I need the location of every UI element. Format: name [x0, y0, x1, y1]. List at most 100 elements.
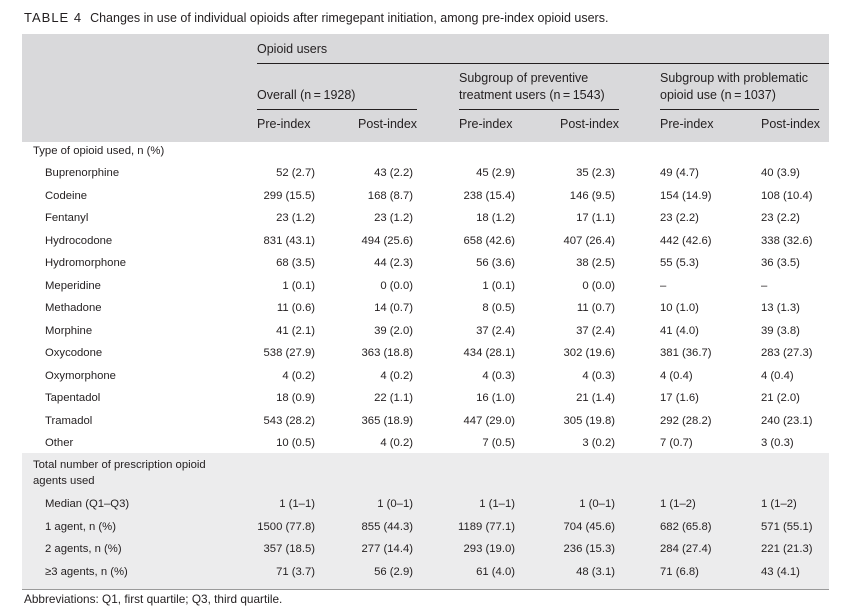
col-header: Post-index — [761, 117, 821, 131]
table-cell: 39 (2.0) — [374, 324, 413, 337]
table-cell: 4 (0.3) — [582, 369, 615, 382]
table-cell: 3 (0.2) — [582, 437, 615, 449]
row-label: 1 agent, n (%) — [45, 520, 116, 533]
table-cell: 18 (1.2) — [476, 212, 515, 224]
table-cell: 23 (2.2) — [660, 212, 699, 224]
table-cell: 23 (1.2) — [374, 212, 413, 224]
row-label: Morphine — [45, 324, 93, 337]
table-cell: 68 (3.5) — [276, 257, 315, 269]
table-cell: 543 (28.2) — [263, 414, 316, 427]
table-cell: 18 (0.9) — [276, 392, 315, 404]
table-cell: 7 (0.7) — [660, 437, 693, 449]
header-rule-preventive — [459, 109, 619, 110]
table-cell: 10 (0.5) — [276, 437, 315, 449]
section2-title-line1: Total number of prescription opioid — [33, 459, 206, 471]
table-cell: 302 (19.6) — [563, 347, 616, 359]
table-cell: 52 (2.7) — [276, 167, 315, 179]
row-label: ≥3 agents, n (%) — [45, 565, 128, 578]
table-cell: 1 (0.1) — [482, 279, 515, 292]
table-cell: 11 (0.6) — [276, 302, 315, 314]
table-cell: 44 (2.3) — [374, 257, 413, 269]
header-opioid-users: Opioid users — [257, 42, 328, 56]
table-cell: 293 (19.0) — [463, 543, 516, 555]
table-cell: 10 (1.0) — [660, 302, 699, 314]
row-label: Fentanyl — [45, 212, 89, 224]
table-cell: 13 (1.3) — [761, 302, 800, 314]
table-cell: 8 (0.5) — [482, 302, 515, 314]
section2-title-line2: agents used — [33, 475, 95, 487]
table-cell: 442 (42.6) — [660, 234, 712, 247]
table-cell: 168 (8.7) — [367, 189, 413, 202]
row-label: Other — [45, 437, 74, 449]
table-cell: 357 (18.5) — [263, 543, 316, 555]
table-cell: 37 (2.4) — [476, 324, 515, 337]
table-cell: 831 (43.1) — [263, 234, 316, 247]
table-header — [22, 34, 829, 142]
table-cell: 43 (4.1) — [761, 565, 800, 578]
table-cell: 0 (0.0) — [582, 279, 615, 292]
table-cell: 1 (0–1) — [579, 498, 615, 510]
table-cell: 292 (28.2) — [660, 414, 712, 427]
table-cell: 4 (0.2) — [380, 437, 413, 449]
col-header: Pre-index — [660, 117, 714, 131]
table-cell: 381 (36.7) — [660, 347, 712, 359]
table-cell: 4 (0.3) — [482, 369, 515, 382]
row-label: Hydrocodone — [45, 234, 113, 247]
section-band — [22, 453, 829, 589]
table-cell: 40 (3.9) — [761, 167, 800, 179]
row-label: 2 agents, n (%) — [45, 543, 122, 555]
table-label: TABLE 4 — [24, 10, 83, 25]
header-rule-overall — [257, 109, 417, 110]
col-header: Post-index — [358, 117, 418, 131]
table-cell: 277 (14.4) — [361, 543, 414, 555]
table-cell: 4 (0.4) — [761, 369, 794, 382]
table-cell: 682 (65.8) — [660, 520, 712, 533]
row-label: Methadone — [45, 302, 102, 314]
table-cell: – — [660, 279, 667, 292]
table-cell: 338 (32.6) — [761, 234, 813, 247]
table-cell: 41 (2.1) — [276, 324, 315, 337]
table-cell: 21 (2.0) — [761, 392, 800, 404]
table-caption: TABLE 4 Changes in use of individual opio… — [24, 10, 608, 25]
table-cell: 299 (15.5) — [263, 189, 316, 202]
table-cell: 1500 (77.8) — [257, 520, 315, 533]
row-label: Oxymorphone — [45, 369, 116, 382]
table-cell: 1 (0–1) — [377, 498, 413, 510]
table-cell: 45 (2.9) — [476, 167, 515, 179]
table-cell: 4 (0.2) — [282, 369, 315, 382]
table-cell: 1 (0.1) — [282, 279, 315, 292]
section-title: Type of opioid used, n (%) — [33, 145, 165, 157]
table-cell: 447 (29.0) — [463, 414, 516, 427]
col-header: Pre-index — [459, 117, 513, 131]
table-cell: 4 (0.4) — [660, 369, 693, 382]
table-cell: 17 (1.1) — [576, 212, 615, 224]
row-label: Tramadol — [45, 414, 93, 427]
table-cell: 7 (0.5) — [482, 437, 515, 449]
table-cell: 17 (1.6) — [660, 392, 699, 404]
table-cell: 22 (1.1) — [374, 392, 413, 404]
row-label: Buprenorphine — [45, 167, 120, 179]
row-label: Oxycodone — [45, 347, 103, 359]
row-label: Meperidine — [45, 279, 101, 292]
table-cell: 855 (44.3) — [361, 520, 414, 533]
table-bottom-rule — [22, 589, 829, 590]
table-cell: 49 (4.7) — [660, 167, 699, 179]
table-cell: 21 (1.4) — [576, 392, 615, 404]
table-cell: 0 (0.0) — [380, 279, 413, 292]
table-cell: 704 (45.6) — [563, 520, 616, 533]
table-cell: 4 (0.2) — [380, 369, 413, 382]
table-cell: 1189 (77.1) — [458, 520, 515, 533]
table-cell: 37 (2.4) — [576, 324, 615, 337]
table-cell: 1 (1–1) — [479, 498, 515, 510]
table-cell: 434 (28.1) — [463, 347, 516, 359]
table-cell: 14 (0.7) — [374, 302, 413, 314]
header-overall: Overall (n = 1928) — [257, 88, 356, 102]
header-preventive-line2: treatment users (n = 1543) — [459, 88, 605, 102]
col-header: Pre-index — [257, 117, 311, 131]
row-label: Median (Q1–Q3) — [45, 498, 130, 510]
table-cell: 36 (3.5) — [761, 257, 800, 269]
table-cell: 407 (26.4) — [563, 234, 616, 247]
table-cell: 1 (1–2) — [761, 498, 797, 510]
table-cell: 55 (5.3) — [660, 257, 699, 269]
table-cell: 48 (3.1) — [576, 565, 615, 578]
